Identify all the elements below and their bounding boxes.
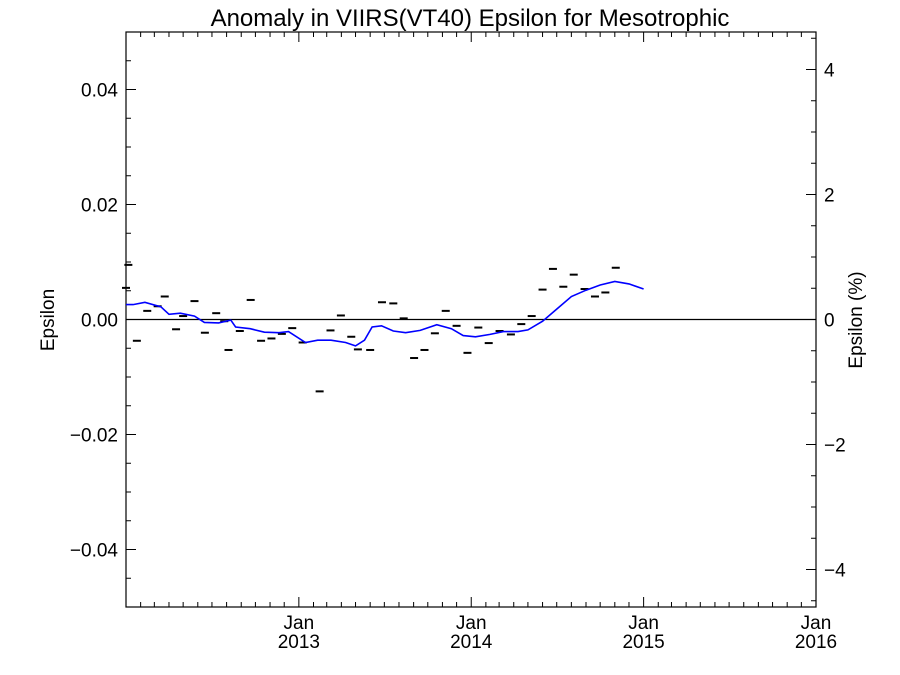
x-tick-year: 2014 [450, 632, 493, 653]
y-tick-label: 0.00 [81, 311, 118, 332]
y2-tick-label: 4 [824, 61, 835, 82]
y-axis-label: Epsilon [38, 289, 59, 351]
y2-tick-label: −2 [824, 436, 846, 457]
y-tick-label: 0.02 [81, 196, 118, 217]
x-tick-year: 2016 [795, 632, 837, 653]
axes: −0.04−0.020.000.020.04−4−2024Jan2013Jan2… [70, 31, 846, 653]
chart-title: Anomaly in VIIRS(VT40) Epsilon for Mesot… [211, 5, 730, 32]
running-mean-line [126, 280, 644, 347]
y-tick-label: 0.04 [81, 81, 118, 102]
x-tick-month: Jan [284, 613, 315, 634]
x-tick-month: Jan [456, 613, 487, 634]
x-tick-year: 2015 [622, 632, 664, 653]
chart-marks [122, 263, 816, 393]
y2-tick-label: 0 [824, 311, 835, 332]
y-tick-label: −0.02 [70, 426, 118, 447]
x-tick-year: 2013 [278, 632, 320, 653]
y-tick-label: −0.04 [70, 541, 119, 562]
y2-tick-label: −4 [824, 561, 846, 582]
y2-tick-label: 2 [824, 186, 835, 207]
x-tick-month: Jan [628, 613, 659, 634]
x-tick-month: Jan [801, 613, 832, 634]
y2-axis-label: Epsilon (%) [846, 271, 867, 368]
